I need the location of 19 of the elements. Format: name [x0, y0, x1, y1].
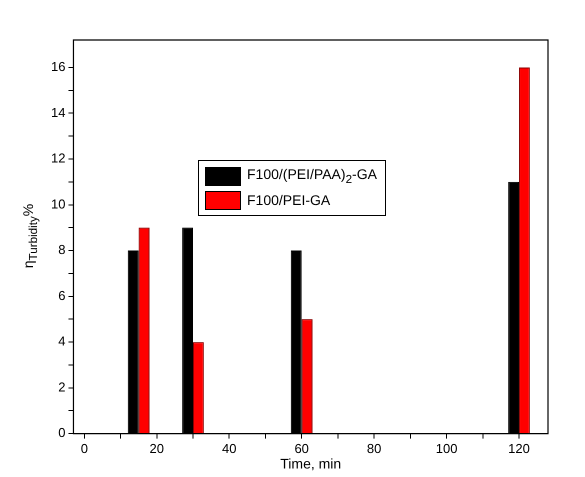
legend-label: F100/PEI-GA [247, 192, 330, 208]
x-tick-label: 0 [80, 440, 88, 456]
y-tick-label: 16 [50, 59, 66, 74]
x-tick-label: 80 [366, 440, 382, 456]
y-tick-label: 6 [58, 288, 66, 303]
y-tick-label: 2 [58, 379, 66, 394]
y-tick-label: 12 [50, 150, 66, 166]
x-tick-label: 60 [294, 440, 309, 456]
y-tick-label: 8 [58, 242, 66, 258]
y-tick-label: 0 [58, 425, 66, 440]
x-tick-label: 40 [222, 440, 236, 456]
y-tick-label: 14 [50, 104, 66, 120]
y-tick-label: 10 [50, 196, 66, 212]
y-tick-label: 4 [58, 334, 66, 349]
x-tick-label: 120 [508, 440, 530, 456]
legend-label: F100/(PEI/PAA)$_{2}$-GA [247, 166, 377, 186]
x-axis-title: Time, min [280, 455, 342, 472]
x-tick-label: 100 [436, 440, 458, 456]
x-tick-label: 20 [150, 440, 164, 456]
